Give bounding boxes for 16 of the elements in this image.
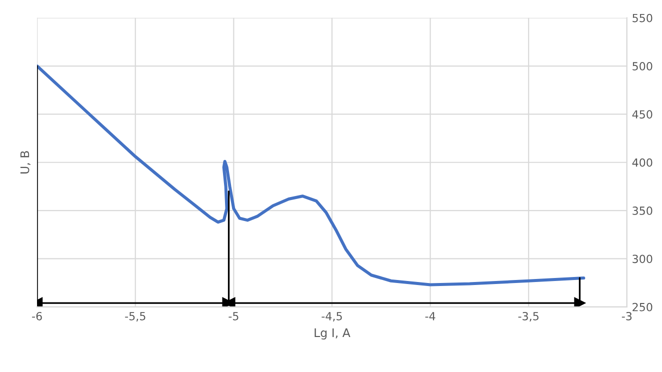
x-tick-label: -5,5 (125, 312, 146, 322)
x-axis-title: Lg I, A (314, 328, 350, 340)
x-tick-label: -3 (622, 312, 632, 320)
y-tick-label: 550 (632, 14, 652, 22)
x-tick-label: -6 (32, 312, 42, 320)
y-tick-label: 250 (632, 302, 652, 312)
x-tick-label: -4 (425, 312, 436, 320)
y-tick-label: 350 (632, 206, 652, 215)
x-tick-label: -3,5 (518, 312, 538, 322)
y-tick-label: 500 (632, 62, 652, 70)
y-tick-label: 300 (632, 254, 652, 264)
x-tick-label: -5 (228, 312, 238, 320)
y-axis-title: U, B (20, 151, 30, 174)
y-tick-label: 450 (632, 110, 652, 119)
y-tick-label: 400 (632, 158, 652, 167)
x-tick-label: -4,5 (322, 312, 342, 322)
